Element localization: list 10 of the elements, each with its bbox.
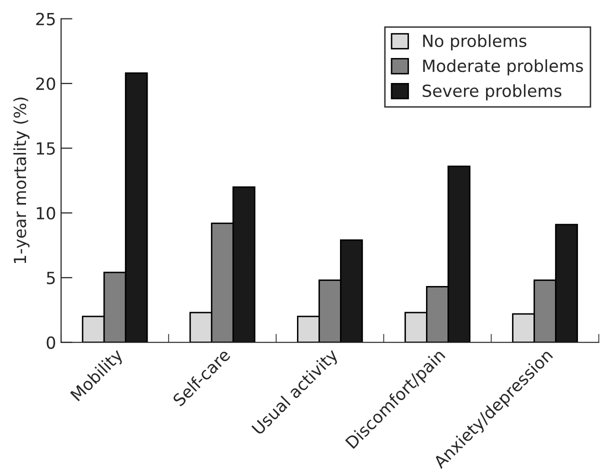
- legend-label: No problems: [423, 34, 526, 50]
- legend-label: Moderate problems: [423, 59, 583, 76]
- legend-label: Severe problems: [422, 84, 562, 100]
- y-tick-label: 25: [36, 12, 55, 26]
- y-tick-label: 20: [36, 77, 56, 90]
- y-tick-label: 0: [46, 336, 56, 349]
- y-axis-title: 1-year mortality (%): [13, 98, 30, 264]
- y-tick-label: 10: [36, 206, 56, 220]
- y-tick-label: 5: [46, 272, 55, 284]
- y-tick-label: 15: [36, 142, 55, 155]
